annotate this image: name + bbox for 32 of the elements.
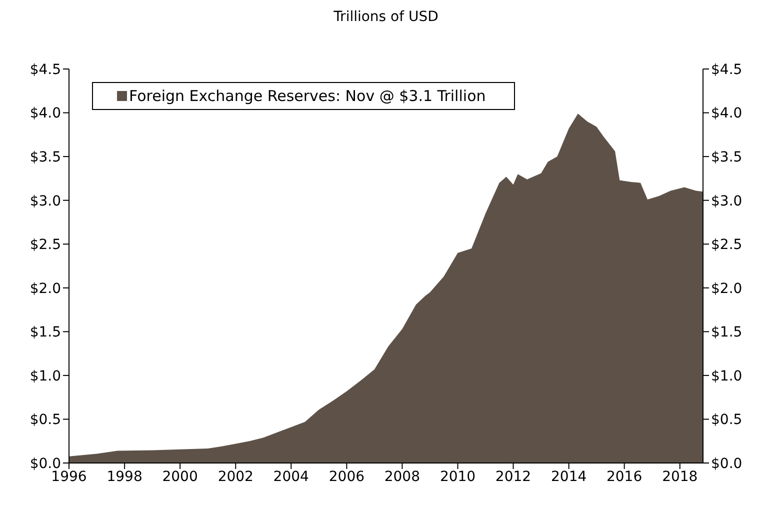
y-tick-label: $0.5	[30, 412, 61, 428]
y2-tick-label: $1.0	[711, 368, 742, 384]
y2-tick-label: $3.5	[711, 150, 742, 166]
x-tick-label: 2004	[273, 468, 310, 485]
x-tick-label: 2018	[662, 468, 698, 485]
legend-label: Foreign Exchange Reserves: Nov @ $3.1 Trillion	[129, 87, 486, 105]
y-tick-label: $4.0	[30, 106, 61, 122]
y2-tick-label: $2.0	[711, 280, 742, 297]
y-tick-label: $2.0	[30, 280, 61, 297]
x-tick-label: 2006	[328, 468, 365, 485]
y-tick-label: $4.5	[30, 62, 61, 78]
y2-tick-label: $2.5	[711, 237, 742, 254]
y-tick-label: $3.5	[30, 150, 61, 166]
y2-tick-label: $1.5	[711, 324, 742, 341]
x-tick-label: 2014	[551, 468, 587, 485]
chart-title: Trillions of USD	[332, 9, 440, 25]
x-tick-label: 2016	[606, 468, 642, 485]
y2-tick-label: $4.5	[711, 62, 742, 78]
y2-tick-label: $0.0	[711, 456, 742, 472]
y-tick-label: $2.5	[30, 237, 61, 254]
y2-tick-label: $0.5	[711, 412, 742, 428]
x-tick-label: 2010	[440, 468, 476, 485]
x-tick-label: 2008	[384, 468, 420, 485]
x-tick-label: 2000	[162, 468, 198, 485]
x-tick-label: 1998	[106, 468, 142, 485]
x-tick-label: 2012	[495, 468, 532, 485]
y2-tick-label: $4.0	[711, 106, 742, 122]
y-tick-label: $3.0	[30, 193, 61, 210]
y-tick-label: $1.5	[30, 324, 61, 341]
x-tick-label: 2002	[218, 468, 254, 485]
y2-tick-label: $3.0	[711, 193, 742, 210]
y-tick-label: $1.0	[30, 368, 61, 384]
